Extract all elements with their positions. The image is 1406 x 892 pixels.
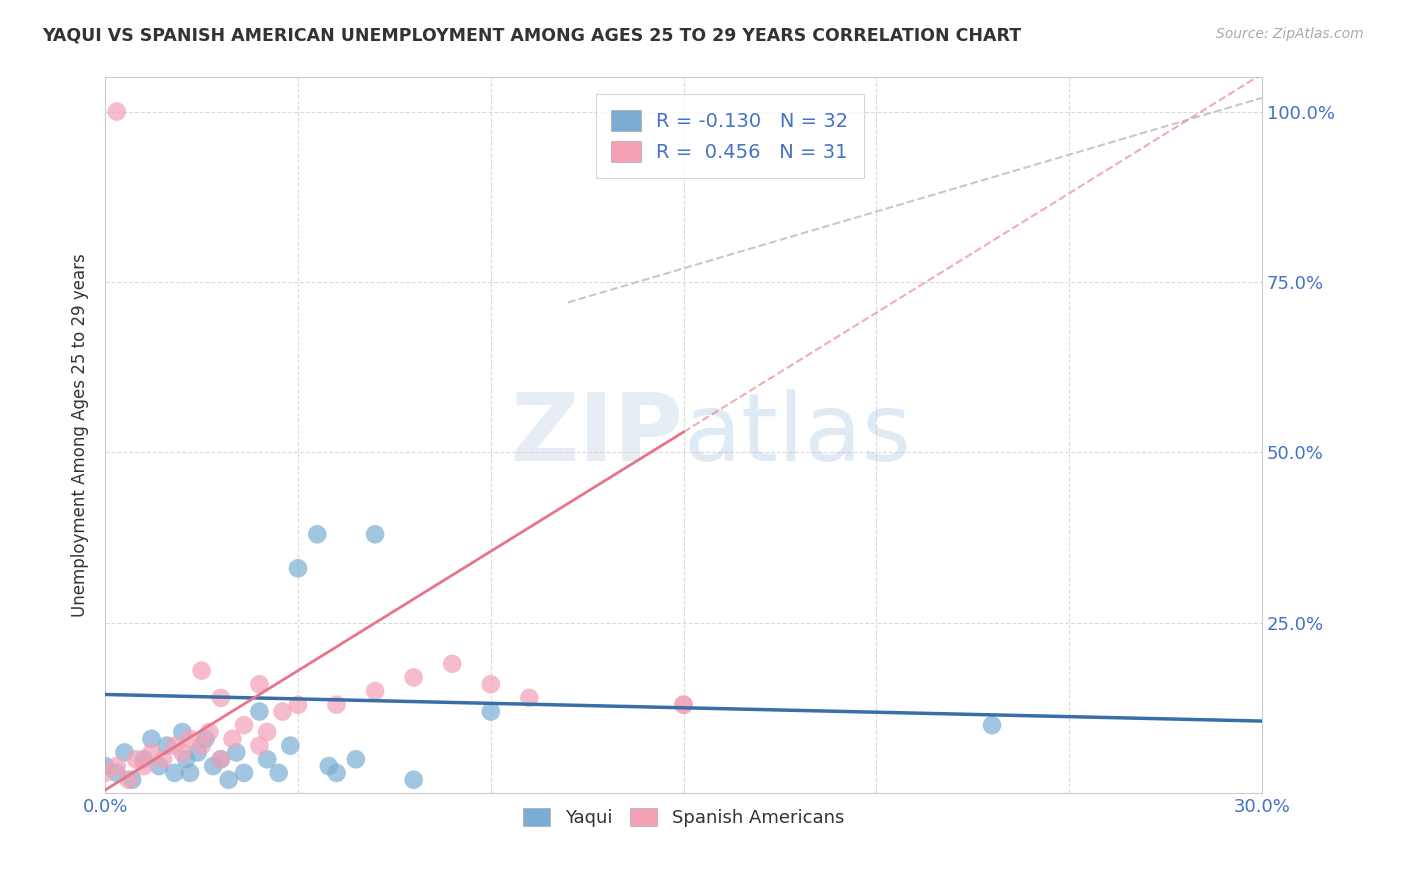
Point bbox=[402, 772, 425, 787]
Point bbox=[479, 677, 502, 691]
Text: Source: ZipAtlas.com: Source: ZipAtlas.com bbox=[1216, 27, 1364, 41]
Point bbox=[287, 561, 309, 575]
Point bbox=[172, 725, 194, 739]
Point bbox=[233, 765, 256, 780]
Point bbox=[174, 752, 197, 766]
Point bbox=[278, 739, 301, 753]
Point bbox=[105, 104, 128, 119]
Point bbox=[163, 765, 186, 780]
Y-axis label: Unemployment Among Ages 25 to 29 years: Unemployment Among Ages 25 to 29 years bbox=[72, 253, 89, 617]
Point bbox=[141, 731, 163, 746]
Point bbox=[441, 657, 464, 671]
Point bbox=[202, 759, 225, 773]
Point bbox=[267, 765, 290, 780]
Point bbox=[209, 690, 232, 705]
Point bbox=[364, 684, 387, 698]
Point bbox=[121, 772, 143, 787]
Point bbox=[256, 752, 278, 766]
Point bbox=[198, 725, 221, 739]
Point bbox=[132, 759, 155, 773]
Point bbox=[187, 746, 209, 760]
Point bbox=[344, 752, 367, 766]
Point bbox=[179, 731, 201, 746]
Point bbox=[209, 752, 232, 766]
Point bbox=[672, 698, 695, 712]
Point bbox=[94, 759, 117, 773]
Point bbox=[209, 752, 232, 766]
Point bbox=[479, 705, 502, 719]
Point bbox=[105, 759, 128, 773]
Point bbox=[325, 698, 347, 712]
Point bbox=[163, 739, 186, 753]
Point bbox=[249, 739, 271, 753]
Point bbox=[318, 759, 340, 773]
Point bbox=[221, 731, 243, 746]
Point bbox=[105, 765, 128, 780]
Point bbox=[249, 705, 271, 719]
Point bbox=[190, 739, 212, 753]
Point bbox=[117, 772, 139, 787]
Legend: Yaqui, Spanish Americans: Yaqui, Spanish Americans bbox=[516, 801, 851, 834]
Point bbox=[179, 765, 201, 780]
Point bbox=[271, 705, 294, 719]
Point bbox=[132, 752, 155, 766]
Point bbox=[94, 765, 117, 780]
Point bbox=[402, 670, 425, 684]
Text: YAQUI VS SPANISH AMERICAN UNEMPLOYMENT AMONG AGES 25 TO 29 YEARS CORRELATION CHA: YAQUI VS SPANISH AMERICAN UNEMPLOYMENT A… bbox=[42, 27, 1021, 45]
Point bbox=[148, 759, 170, 773]
Point bbox=[172, 746, 194, 760]
Point bbox=[672, 698, 695, 712]
Point bbox=[194, 731, 217, 746]
Text: atlas: atlas bbox=[683, 390, 912, 482]
Point bbox=[152, 752, 174, 766]
Point bbox=[981, 718, 1004, 732]
Point bbox=[125, 752, 148, 766]
Point bbox=[364, 527, 387, 541]
Point bbox=[307, 527, 329, 541]
Point bbox=[156, 739, 179, 753]
Point bbox=[517, 690, 540, 705]
Point bbox=[218, 772, 240, 787]
Text: ZIP: ZIP bbox=[510, 390, 683, 482]
Point bbox=[190, 664, 212, 678]
Point bbox=[233, 718, 256, 732]
Point bbox=[256, 725, 278, 739]
Point bbox=[141, 746, 163, 760]
Point bbox=[325, 765, 347, 780]
Point bbox=[114, 746, 136, 760]
Point bbox=[287, 698, 309, 712]
Point bbox=[225, 746, 247, 760]
Point bbox=[249, 677, 271, 691]
